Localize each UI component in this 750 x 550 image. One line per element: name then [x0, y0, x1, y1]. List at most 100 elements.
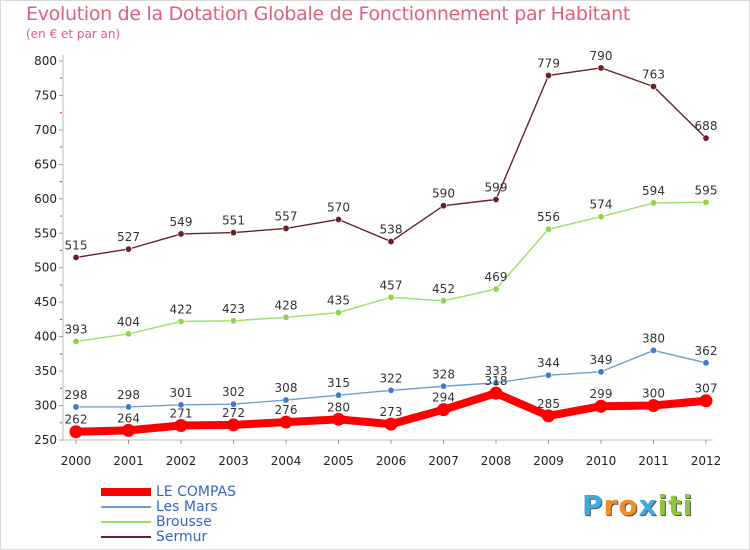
- data-point-sermur: [282, 224, 290, 232]
- x-tick-label: 2009: [533, 454, 564, 468]
- data-point-les-mars: [702, 359, 710, 367]
- data-label-les-mars: 298: [65, 388, 88, 402]
- data-label-le-compas: 285: [537, 397, 560, 411]
- proxiti-logo: Proxiti: [582, 489, 693, 522]
- data-label-le-compas: 280: [327, 400, 350, 414]
- data-label-les-mars: 308: [275, 381, 298, 395]
- data-point-les-mars: [177, 401, 185, 409]
- data-label-brousse: 452: [432, 282, 455, 296]
- y-tick-label: 300: [34, 399, 57, 413]
- data-point-le-compas: [122, 423, 135, 437]
- y-tick-label: 600: [34, 192, 57, 206]
- data-point-brousse: [544, 225, 552, 233]
- data-point-sermur: [597, 64, 605, 72]
- y-tick-label: 500: [34, 261, 57, 275]
- data-label-sermur: 515: [65, 238, 88, 252]
- y-tick-label: 750: [34, 88, 57, 102]
- legend-swatch: [101, 536, 151, 538]
- legend-label: Sermur: [156, 529, 208, 545]
- data-label-brousse: 435: [327, 294, 350, 308]
- data-point-brousse: [177, 317, 185, 325]
- x-tick-label: 2003: [218, 454, 249, 468]
- data-point-sermur: [649, 82, 657, 90]
- data-label-brousse: 393: [65, 322, 88, 336]
- x-tick-label: 2008: [481, 454, 512, 468]
- data-point-le-compas: [332, 412, 345, 426]
- data-point-le-compas: [542, 409, 555, 423]
- data-label-sermur: 557: [275, 209, 298, 223]
- data-label-sermur: 551: [222, 214, 245, 228]
- chart-subtitle: (en € et par an): [26, 27, 121, 41]
- data-label-brousse: 428: [275, 298, 298, 312]
- data-label-brousse: 594: [642, 184, 665, 198]
- data-label-les-mars: 344: [537, 356, 560, 370]
- data-point-brousse: [230, 317, 238, 325]
- data-label-sermur: 688: [695, 119, 718, 133]
- data-point-les-mars: [649, 346, 657, 354]
- data-label-sermur: 538: [380, 223, 403, 237]
- data-point-brousse: [387, 293, 395, 301]
- x-tick-label: 2010: [586, 454, 617, 468]
- legend-swatch: [101, 506, 151, 508]
- legend-swatch: [101, 488, 151, 496]
- y-tick-label: 650: [34, 157, 57, 171]
- y-tick-label: 800: [34, 54, 57, 68]
- logo-letter: P: [582, 489, 604, 522]
- data-label-brousse: 404: [117, 315, 140, 329]
- data-point-brousse: [334, 309, 342, 317]
- legend-label: Brousse: [156, 514, 212, 530]
- logo-letter: r: [603, 489, 619, 522]
- data-point-sermur: [492, 196, 500, 204]
- x-tick-label: 2007: [428, 454, 459, 468]
- data-label-les-mars: 328: [432, 367, 455, 381]
- legend-item: Brousse: [101, 514, 301, 530]
- x-tick-label: 2000: [61, 454, 92, 468]
- data-point-brousse: [439, 297, 447, 305]
- data-label-brousse: 469: [485, 270, 508, 284]
- y-tick-label: 350: [34, 364, 57, 378]
- data-label-les-mars: 380: [642, 331, 665, 345]
- legend-item: Les Mars: [101, 499, 301, 515]
- data-point-brousse: [72, 337, 80, 345]
- data-label-sermur: 790: [590, 49, 613, 63]
- data-label-sermur: 527: [117, 230, 140, 244]
- data-label-les-mars: 322: [380, 371, 403, 385]
- data-label-brousse: 595: [695, 183, 718, 197]
- data-label-le-compas: 318: [485, 374, 508, 388]
- data-label-le-compas: 272: [222, 406, 245, 420]
- data-label-le-compas: 273: [380, 405, 403, 419]
- logo-letter: i: [657, 489, 669, 522]
- data-label-brousse: 422: [170, 302, 193, 316]
- data-point-le-compas: [437, 403, 450, 417]
- data-label-les-mars: 301: [170, 386, 193, 400]
- legend-label: LE COMPAS: [156, 484, 236, 500]
- x-tick-label: 2002: [166, 454, 197, 468]
- data-label-les-mars: 298: [117, 388, 140, 402]
- data-point-sermur: [544, 71, 552, 79]
- data-point-sermur: [230, 229, 238, 237]
- x-tick-label: 2001: [113, 454, 144, 468]
- data-point-le-compas: [647, 399, 660, 413]
- y-tick-label: 250: [34, 433, 57, 447]
- data-point-les-mars: [544, 371, 552, 379]
- y-tick-label: 400: [34, 330, 57, 344]
- data-point-brousse: [492, 285, 500, 293]
- chart-legend: LE COMPAS Les Mars Brousse Sermur: [101, 484, 301, 545]
- data-point-le-compas: [279, 415, 293, 429]
- data-label-le-compas: 294: [432, 391, 455, 405]
- data-label-brousse: 457: [380, 278, 403, 292]
- data-point-les-mars: [230, 400, 238, 408]
- chart-title: Evolution de la Dotation Globale de Fonc…: [26, 3, 631, 25]
- x-tick-label: 2006: [376, 454, 407, 468]
- data-point-sermur: [125, 245, 133, 253]
- x-tick-label: 2005: [323, 454, 354, 468]
- series-layer: [69, 64, 713, 439]
- x-tick-label: 2011: [638, 454, 669, 468]
- data-point-le-compas: [699, 394, 713, 408]
- data-point-sermur: [72, 253, 80, 261]
- data-point-les-mars: [439, 382, 447, 390]
- data-point-brousse: [597, 213, 605, 221]
- data-point-le-compas: [489, 386, 503, 400]
- data-label-le-compas: 276: [275, 403, 298, 417]
